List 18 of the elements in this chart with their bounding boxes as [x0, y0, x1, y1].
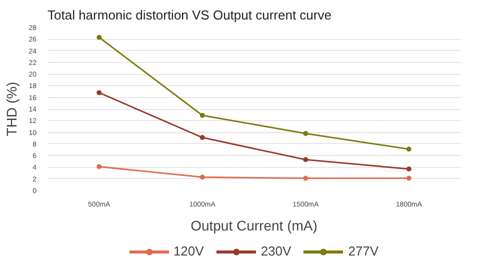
legend-label: 230V — [260, 244, 292, 258]
point — [96, 90, 102, 96]
chart-title: Total harmonic distortion VS Output current curve — [48, 8, 332, 22]
legend-label: 277V — [348, 244, 379, 258]
point — [200, 135, 205, 140]
point — [406, 176, 412, 181]
point — [303, 157, 308, 162]
point — [406, 166, 412, 172]
point — [96, 164, 102, 170]
point — [303, 176, 308, 181]
y-axis-title: THD (%) — [4, 82, 20, 136]
x-axis-title: Output Current (mA) — [190, 218, 318, 234]
point — [200, 174, 205, 180]
point — [200, 112, 205, 118]
point — [303, 130, 308, 136]
legend-label: 120V — [173, 244, 204, 258]
point — [406, 146, 412, 152]
point — [96, 34, 102, 40]
